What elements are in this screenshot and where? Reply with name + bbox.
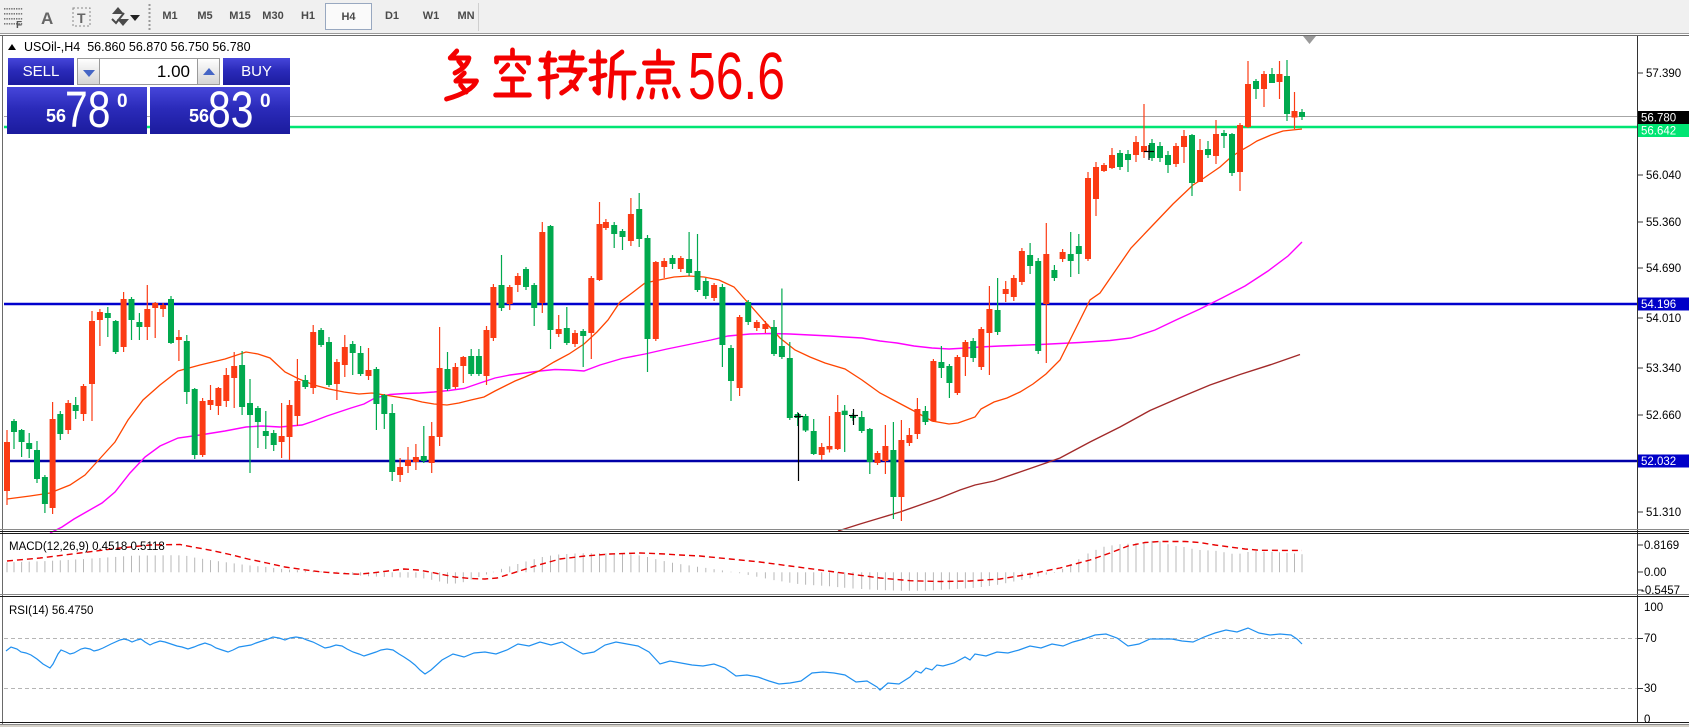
svg-text:56.780: 56.780	[1641, 113, 1676, 125]
svg-text:USOil-,H4 56.860 56.870 56.75: USOil-,H4 56.860 56.870 56.750 56.780	[24, 40, 251, 54]
svg-text:A: A	[41, 9, 53, 28]
svg-text:T: T	[77, 10, 86, 26]
svg-text:54.690: 54.690	[1646, 263, 1681, 275]
svg-text:54.010: 54.010	[1646, 313, 1681, 325]
svg-text:52.660: 52.660	[1646, 410, 1681, 422]
svg-text:0: 0	[1644, 714, 1650, 726]
svg-text:RSI(14) 56.4750: RSI(14) 56.4750	[9, 605, 93, 617]
svg-text:-0.5457: -0.5457	[1641, 585, 1680, 597]
svg-text:70: 70	[1644, 633, 1657, 645]
svg-text:0.8169: 0.8169	[1644, 540, 1679, 552]
svg-text:MACD(12,26,9) 0.4518 0.5118: MACD(12,26,9) 0.4518 0.5118	[9, 541, 165, 553]
svg-text:51.310: 51.310	[1646, 507, 1681, 519]
svg-text:100: 100	[1644, 602, 1663, 614]
svg-text:54.196: 54.196	[1641, 299, 1676, 311]
svg-text:30: 30	[1644, 683, 1657, 695]
svg-text:56.642: 56.642	[1641, 126, 1676, 138]
svg-text:57.390: 57.390	[1646, 68, 1681, 80]
svg-text:53.340: 53.340	[1646, 363, 1681, 375]
svg-text:F: F	[16, 20, 22, 31]
svg-text:56.040: 56.040	[1646, 170, 1681, 182]
svg-text:56.6: 56.6	[688, 39, 785, 114]
svg-text:55.360: 55.360	[1646, 217, 1681, 229]
svg-text:52.032: 52.032	[1641, 456, 1676, 468]
svg-text:0.00: 0.00	[1644, 567, 1666, 579]
